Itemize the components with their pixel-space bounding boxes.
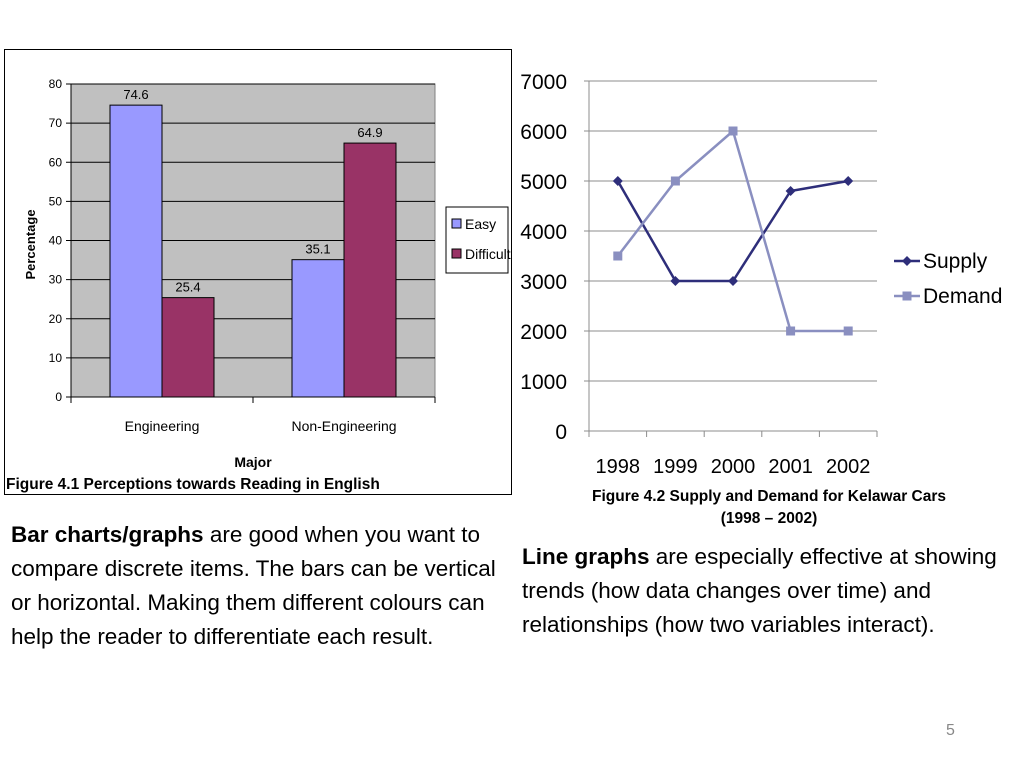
bar-y-tick-label: 0 bbox=[55, 390, 62, 404]
bar-legend-label: Easy bbox=[465, 216, 496, 232]
bar-legend-swatch bbox=[451, 218, 462, 229]
line-point bbox=[670, 276, 681, 286]
line-point bbox=[613, 251, 623, 261]
line-graph-description: Line graphs are especially effective at … bbox=[522, 540, 1020, 642]
bar bbox=[161, 297, 215, 398]
line-point bbox=[902, 256, 912, 266]
line-x-tick-label: 2002 bbox=[826, 456, 871, 478]
bar-y-tick-label: 50 bbox=[49, 194, 63, 208]
bar-y-tick-label: 20 bbox=[49, 312, 63, 326]
line-legend-label: Supply bbox=[923, 250, 988, 273]
bar-data-label: 25.4 bbox=[175, 280, 200, 295]
bar-y-tick-label: 70 bbox=[49, 116, 63, 130]
bar-y-tick-label: 10 bbox=[49, 351, 63, 365]
line-y-tick-label: 5000 bbox=[520, 171, 567, 194]
figure-4-2-caption-line1: Figure 4.2 Supply and Demand for Kelawar… bbox=[591, 488, 946, 505]
line-point bbox=[843, 326, 853, 336]
line-point bbox=[785, 186, 796, 196]
line-point bbox=[843, 176, 854, 186]
line-y-tick-label: 6000 bbox=[520, 121, 567, 144]
bar bbox=[109, 104, 163, 398]
line-y-tick-label: 4000 bbox=[520, 221, 567, 244]
line-x-tick-label: 1998 bbox=[596, 456, 641, 478]
line-x-tick-label: 2000 bbox=[711, 456, 756, 478]
bar-legend-swatch bbox=[451, 248, 462, 259]
bar-y-axis-title: Percentage bbox=[23, 209, 38, 279]
line-graph-term: Line graphs bbox=[522, 544, 650, 569]
bar-legend-label: Difficult bbox=[465, 246, 511, 262]
bar bbox=[291, 259, 345, 398]
bar-legend bbox=[445, 206, 509, 274]
line-y-tick-label: 2000 bbox=[520, 321, 567, 344]
line-point bbox=[612, 176, 623, 186]
line-legend-label: Demand bbox=[923, 285, 1002, 308]
bar-y-tick-label: 60 bbox=[49, 155, 63, 169]
figure-4-2-caption-line2: (1998 – 2002) bbox=[720, 510, 818, 527]
bar-data-label: 35.1 bbox=[305, 242, 330, 257]
bar-chart-frame: 0 10 20 30 40 50 60 70 80 74.6 25.4 Engineering 35.1… bbox=[4, 49, 512, 495]
line-point bbox=[728, 276, 738, 286]
line-y-tick-label: 1000 bbox=[520, 371, 567, 394]
bar-data-label: 74.6 bbox=[123, 87, 148, 102]
bar-chart-description: Bar charts/graphs are good when you want… bbox=[11, 518, 511, 654]
bar-y-tick-label: 40 bbox=[49, 234, 63, 248]
bar-y-tick-label: 30 bbox=[49, 273, 63, 287]
figure-4-2-caption: Figure 4.2 Supply and Demand for Kelawar… bbox=[520, 486, 1018, 530]
bar-x-tick-label: Non-Engineering bbox=[291, 418, 396, 434]
line-chart: 0 1000 2000 3000 4000 5000 6000 7000 1998 1999 200… bbox=[520, 71, 1002, 478]
line-point bbox=[728, 126, 738, 136]
line-x-tick-label: 1999 bbox=[653, 456, 698, 478]
line-y-tick-label: 0 bbox=[555, 421, 567, 444]
line-point bbox=[902, 291, 912, 301]
bar-x-axis-title: Major bbox=[234, 454, 272, 470]
bar-y-tick-label: 80 bbox=[49, 77, 63, 91]
page-number: 5 bbox=[946, 722, 955, 739]
bar-x-tick-label: Engineering bbox=[125, 418, 200, 434]
bar-data-label: 64.9 bbox=[357, 125, 382, 140]
bar-chart: 0 10 20 30 40 50 60 70 80 74.6 25.4 Engineering 35.1… bbox=[23, 77, 511, 470]
bar-chart-term: Bar charts/graphs bbox=[11, 522, 204, 547]
line-y-tick-label: 7000 bbox=[520, 71, 567, 94]
line-point bbox=[670, 176, 680, 186]
line-point bbox=[786, 326, 796, 336]
line-x-tick-label: 2001 bbox=[768, 456, 813, 478]
bar bbox=[343, 142, 397, 398]
bar-chart-explanation: are good when you want to compare discre… bbox=[11, 522, 496, 649]
figure-4-1-caption: Figure 4.1 Perceptions towards Reading i… bbox=[6, 476, 380, 493]
line-graph-explanation: are especially effective at showing tren… bbox=[522, 544, 997, 637]
line-y-tick-label: 3000 bbox=[520, 271, 567, 294]
